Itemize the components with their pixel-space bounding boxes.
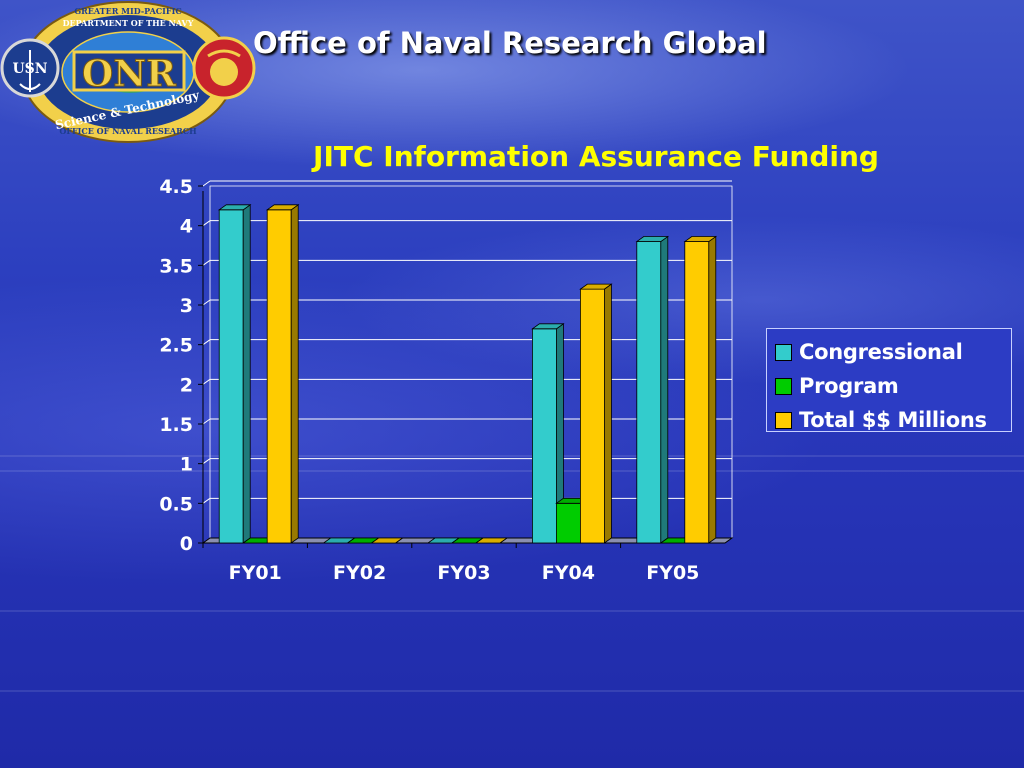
bar (684, 241, 710, 544)
y-tick-label: 4 (180, 216, 193, 238)
bar-side (708, 235, 717, 544)
bar-top (683, 236, 718, 242)
legend-label: Total $$ Millions (799, 408, 987, 432)
legend-item-program: Program (775, 369, 1003, 403)
y-tick-label: 3.5 (159, 255, 193, 277)
bar-top (217, 204, 252, 211)
y-tick-label: 1.5 (159, 414, 193, 436)
onr-emblem: ONR (72, 50, 186, 96)
legend-swatch (775, 343, 792, 361)
gridline-depth (202, 259, 211, 266)
anchor-icon: USN (0, 38, 60, 98)
bar-top (265, 204, 300, 211)
legend-item-total: Total $$ Millions (775, 403, 1003, 437)
gridline-depth (202, 299, 211, 306)
x-tick-label: FY04 (542, 562, 595, 584)
x-tick-label: FY01 (229, 562, 282, 584)
logo-ring-top-text: GREATER MID-PACIFIC (74, 6, 181, 16)
gridline-depth (202, 339, 211, 346)
onr-logo: ONR Science & Technology GREATER MID-PAC… (0, 1, 256, 143)
y-tick-label: 2 (180, 374, 193, 396)
bars (217, 204, 718, 544)
gridline-depth (202, 220, 211, 227)
bar-top (474, 537, 509, 544)
bar (580, 288, 605, 544)
y-tick-label: 0.5 (159, 493, 193, 515)
gridline-depth (202, 418, 211, 425)
gridline-depth (202, 180, 211, 187)
tick-labels: 0 0.5 1 1.5 2 2.5 3 3.5 4 4.5 FY01 FY02 FY03 FY04 FY05 (159, 176, 699, 584)
legend-label: Congressional (799, 340, 963, 364)
y-tick-label: 0 (180, 533, 193, 555)
gridline-depth (202, 378, 211, 385)
bar-top (370, 537, 404, 544)
chart-legend: Congressional Program Total $$ Millions (766, 328, 1012, 432)
x-tick-label: FY02 (333, 562, 386, 584)
logo-ring-text: DEPARTMENT OF THE NAVY (63, 18, 194, 28)
logo-center-text: ONR (82, 53, 177, 95)
bar (218, 209, 244, 544)
y-tick-label: 2.5 (159, 335, 193, 357)
bar (636, 241, 662, 544)
legend-label: Program (799, 374, 899, 398)
bar-side (604, 283, 612, 544)
x-tick-label: FY03 (437, 562, 490, 584)
legend-swatch (775, 411, 792, 429)
gridline-depth (202, 497, 211, 504)
bar-top (635, 236, 670, 242)
legend-item-congressional: Congressional (775, 335, 1003, 369)
bar (556, 502, 581, 544)
logo-ring-bottom-text: OFFICE OF NAVAL RESEARCH (59, 126, 197, 136)
y-tick-label: 1 (180, 454, 193, 476)
bar-top (531, 323, 565, 330)
org-title: Office of Naval Research Global (253, 26, 767, 60)
bar-side (242, 204, 251, 544)
bar-side (290, 204, 299, 544)
x-tick-label: FY05 (646, 562, 699, 584)
bar-top (579, 283, 613, 290)
chart-title: JITC Information Assurance Funding (311, 140, 879, 173)
gridline-depth (202, 458, 211, 465)
y-tick-label: 3 (180, 295, 193, 317)
bar-side (660, 235, 669, 544)
legend-swatch (775, 377, 792, 395)
bar (532, 328, 557, 544)
y-tick-label: 4.5 (159, 176, 193, 198)
bar (266, 209, 292, 544)
eagle-globe-anchor-icon (192, 36, 256, 100)
